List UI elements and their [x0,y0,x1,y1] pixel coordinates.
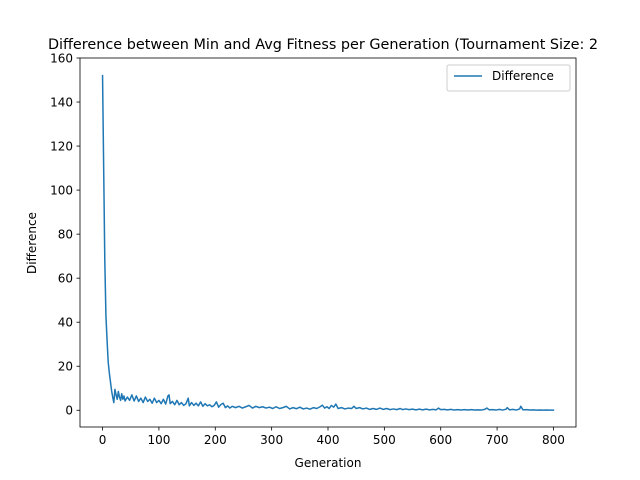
y-tick-label: 100 [50,183,73,197]
y-tick-label: 40 [58,316,73,330]
x-tick-label: 100 [147,433,170,447]
x-tick-label: 500 [373,433,396,447]
plot-area [101,74,555,411]
legend: Difference [446,64,571,92]
x-tick-label: 700 [486,433,509,447]
x-axis-ticks: 0 100 200 300 400 500 600 700 800 [99,427,565,447]
y-tick-label: 140 [50,95,73,109]
legend-box [446,64,571,92]
series-line [101,74,555,411]
y-axis-ticks: 0 20 40 60 80 100 120 140 160 [50,51,80,418]
axes-frame [79,57,577,428]
legend-label: Difference [492,69,554,83]
y-tick-label: 20 [58,360,73,374]
chart-title: Difference between Min and Avg Fitness p… [48,37,598,53]
x-tick-label: 600 [429,433,452,447]
x-tick-label: 200 [204,433,227,447]
x-axis-label: Generation [295,456,362,470]
x-tick-label: 400 [317,433,340,447]
x-tick-label: 800 [542,433,565,447]
y-tick-label: 60 [58,271,73,285]
y-axis-label: Difference [25,212,39,274]
y-tick-label: 0 [65,404,73,418]
y-tick-label: 160 [50,51,73,65]
y-tick-label: 80 [58,227,73,241]
x-tick-label: 0 [99,433,107,447]
x-tick-label: 300 [260,433,283,447]
y-tick-label: 120 [50,139,73,153]
